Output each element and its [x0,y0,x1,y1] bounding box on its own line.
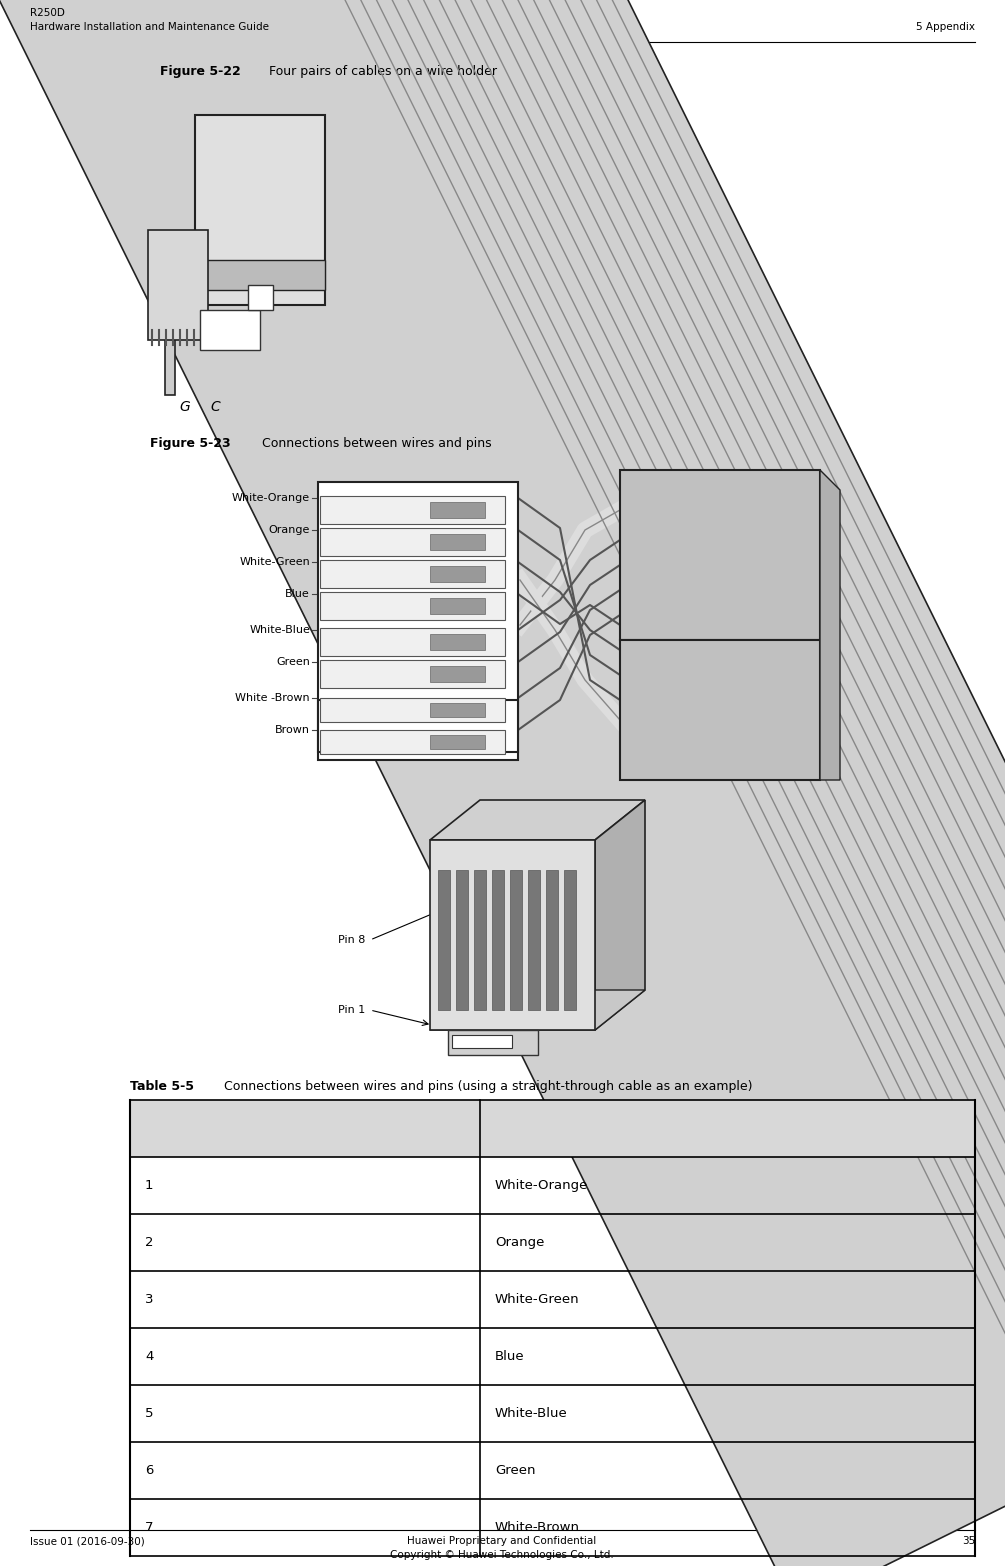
Bar [456,871,468,1010]
Bar [474,871,486,1010]
Bar [320,496,505,525]
Bar [165,276,175,395]
Bar [320,730,505,753]
Text: Copyright © Huawei Technologies Co., Ltd.: Copyright © Huawei Technologies Co., Ltd… [390,1550,614,1560]
Text: Connections between wires and pins (using a straight-through cable as an example: Connections between wires and pins (usin… [220,1081,753,1093]
Bar [528,871,540,1010]
Bar [195,114,325,305]
Polygon shape [430,990,645,1030]
Text: Green: Green [495,1464,536,1477]
Bar [430,703,485,717]
Text: White-Blue: White-Blue [249,625,310,634]
Text: Green: Green [276,658,310,667]
Polygon shape [595,800,645,1030]
Bar [320,592,505,620]
Bar [430,565,485,583]
Text: Blue: Blue [495,1350,525,1362]
Text: Pin 8: Pin 8 [338,935,365,944]
Text: White -Brown: White -Brown [235,694,310,703]
Bar [564,871,576,1010]
Polygon shape [430,800,645,839]
Text: 6: 6 [145,1464,154,1477]
Text: Figure 5-22: Figure 5-22 [160,66,241,78]
Bar [320,561,505,587]
Bar [148,230,208,340]
Text: 3: 3 [145,1294,154,1306]
Bar [248,285,273,310]
Text: White-Green: White-Green [239,557,310,567]
Bar [320,698,505,722]
Bar [318,482,518,760]
Bar [430,598,485,614]
Bar [320,659,505,687]
Text: Pin 1: Pin 1 [338,1005,365,1015]
Text: Brown: Brown [275,725,310,734]
Text: 2: 2 [145,1236,154,1250]
Polygon shape [195,260,325,290]
Text: Blue: Blue [285,589,310,600]
Bar [130,1099,975,1157]
Text: C: C [210,399,220,413]
Bar [200,310,260,349]
Bar [430,634,485,650]
Text: Figure 5-23: Figure 5-23 [150,437,230,449]
Text: Huawei Proprietary and Confidential: Huawei Proprietary and Confidential [407,1536,597,1546]
Text: Orange: Orange [268,525,310,536]
Text: Wire Color: Wire Color [495,1121,574,1135]
Bar [320,628,505,656]
Text: White-Brown: White-Brown [495,1521,580,1535]
Bar [430,503,485,518]
Bar [430,666,485,683]
Text: 4: 4 [145,1350,154,1362]
Bar [320,528,505,556]
Bar [438,871,450,1010]
Bar [492,871,504,1010]
Text: White-Orange: White-Orange [495,1179,588,1192]
Text: Orange: Orange [495,1236,545,1250]
Bar [448,1030,538,1055]
Text: Table 5-5: Table 5-5 [130,1081,194,1093]
Text: 7: 7 [145,1521,154,1535]
Bar [318,700,518,752]
Text: R250D: R250D [30,8,65,17]
Text: Connections between wires and pins: Connections between wires and pins [258,437,491,449]
Bar [620,470,820,640]
Bar [430,839,595,1030]
Bar [430,534,485,550]
Text: 5: 5 [145,1406,154,1420]
Text: White-Blue: White-Blue [495,1406,568,1420]
Bar [510,871,522,1010]
Polygon shape [820,470,840,780]
Text: White-Orange: White-Orange [232,493,310,503]
Text: 1: 1 [145,1179,154,1192]
Bar [620,640,820,780]
Text: G: G [180,399,190,413]
Text: 5 Appendix: 5 Appendix [916,22,975,31]
Text: Matching Pins of Wires: Matching Pins of Wires [145,1121,318,1135]
Bar [430,734,485,749]
Text: Four pairs of cables on a wire holder: Four pairs of cables on a wire holder [265,66,497,78]
Bar [452,1035,512,1048]
Text: Hardware Installation and Maintenance Guide: Hardware Installation and Maintenance Gu… [30,22,269,31]
Bar [546,871,558,1010]
Text: 35: 35 [962,1536,975,1546]
Text: Issue 01 (2016-09-30): Issue 01 (2016-09-30) [30,1536,145,1546]
Text: White-Green: White-Green [495,1294,580,1306]
